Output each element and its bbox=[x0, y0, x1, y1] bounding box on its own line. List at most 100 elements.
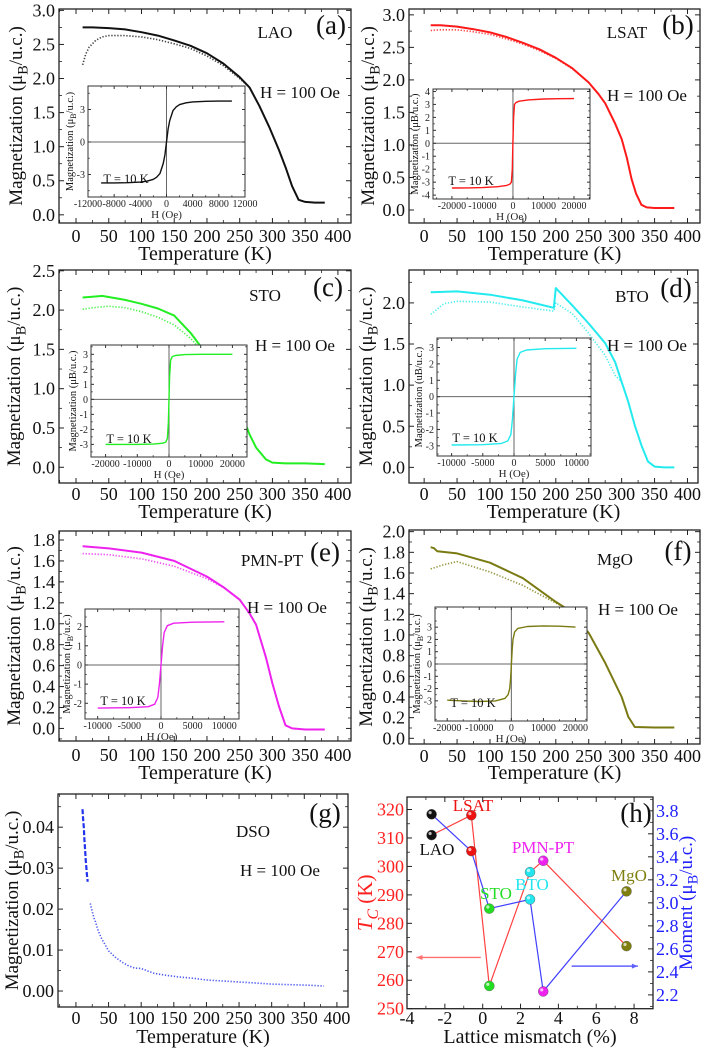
tc-point-sto bbox=[484, 980, 495, 992]
inset-y-tick-label: -1 bbox=[422, 152, 430, 163]
y-tick-label: 1.0 bbox=[33, 137, 56, 157]
inset-y-axis-label: Magnetization (μB/u.c.) bbox=[68, 350, 79, 451]
x-tick-label: 200 bbox=[193, 226, 220, 246]
inset-x-tick-label: 20000 bbox=[561, 201, 586, 212]
inset-y-tick-label: 3 bbox=[83, 350, 88, 361]
x-tick-label: 4 bbox=[554, 1008, 563, 1028]
substrate-label: PMN-PT bbox=[241, 551, 304, 570]
x-tick-label: 400 bbox=[674, 226, 701, 246]
label-text: Magnetization (μB/u.c.) bbox=[68, 350, 79, 451]
curve-solid bbox=[430, 287, 675, 469]
y-tick-label: 0.4 bbox=[33, 677, 56, 697]
moment-point-sto bbox=[484, 903, 495, 914]
label-text: Magnetization (μ bbox=[62, 641, 73, 714]
x-tick-label: 100 bbox=[128, 226, 155, 246]
marker bbox=[621, 940, 632, 952]
marker-highlight bbox=[486, 905, 490, 909]
x-tick-label: 250 bbox=[226, 745, 253, 765]
field-annotation: H = 100 Oe bbox=[607, 336, 687, 355]
y-tick-label: 1.0 bbox=[383, 375, 406, 395]
label-text: Magnetization (μ bbox=[358, 75, 379, 206]
inset-background bbox=[85, 609, 239, 719]
label-subscript: B bbox=[66, 636, 75, 641]
inset-plot: -12000 -8000 -4000 0 4000 8000 12000 -3 0 3 H (Oe)… bbox=[65, 85, 258, 221]
moment-point-bto bbox=[524, 894, 536, 905]
label-text: Magnetization (uB/u.c.) bbox=[414, 346, 425, 447]
y-tick-label: 1.8 bbox=[33, 530, 56, 550]
tc-point-mgo bbox=[621, 940, 632, 952]
panel-label: (d) bbox=[660, 273, 691, 303]
x-tick-label: 300 bbox=[259, 484, 286, 504]
marker-highlight bbox=[468, 847, 472, 852]
y-axis-label: Magnetization (μB/u.c.) bbox=[356, 287, 381, 467]
y-tick-label: 0.02 bbox=[23, 899, 55, 919]
field-annotation: H = 100 Oe bbox=[260, 83, 340, 102]
x-axis-label: Temperature (K) bbox=[138, 243, 272, 265]
inset-temperature-annotation: T = 10 K bbox=[106, 432, 151, 446]
moment-point-lsat bbox=[466, 845, 477, 857]
panel-d: -10000 -5000 0 5000 10000 -3 -2 -1 0 1 2 3 H (Oe) Mag… bbox=[356, 269, 701, 523]
plot-frame bbox=[58, 8, 352, 224]
marker-highlight bbox=[526, 868, 531, 873]
x-tick-label: 400 bbox=[674, 484, 701, 504]
y-tick-label: 3.0 bbox=[383, 5, 406, 25]
inset-y-tick-label: -3 bbox=[77, 170, 85, 181]
y-tick-label: 1.4 bbox=[383, 584, 406, 604]
inset-plot: -10000 -5000 0 5000 10000 -3 -2 -1 0 1 2 3 H (Oe) Mag… bbox=[414, 337, 592, 480]
x-tick-label: 0 bbox=[420, 746, 429, 766]
y-tick-label: 3.0 bbox=[33, 0, 56, 20]
y-tick-label: 0.6 bbox=[33, 656, 56, 676]
marker bbox=[538, 855, 549, 866]
inset-y-tick-label: -3 bbox=[426, 441, 434, 452]
label-text: Moment (μ bbox=[676, 884, 697, 970]
x-tick-label: 250 bbox=[226, 484, 253, 504]
inset-y-tick-label: 3 bbox=[429, 343, 434, 354]
y-axis-label: Magnetization (μB/u.c.) bbox=[4, 546, 29, 726]
inset-y-tick-label: 2 bbox=[77, 622, 82, 633]
inset-y-tick-label: -2 bbox=[424, 684, 432, 695]
inset-y-axis-label: Magnetization (μB/u.c.) bbox=[410, 93, 421, 194]
x-tick-label: 0 bbox=[478, 1008, 487, 1028]
inset-y-tick-label: -1 bbox=[426, 409, 434, 420]
inset-x-tick-label: 0 bbox=[164, 199, 169, 210]
x-axis-label: Temperature (K) bbox=[488, 243, 622, 265]
inset-hysteresis-curve bbox=[105, 353, 233, 446]
tc-point-bto bbox=[524, 866, 536, 878]
inset-y-tick-label: -3 bbox=[80, 440, 88, 451]
label-subscript: B bbox=[685, 875, 701, 885]
x-tick-label: 50 bbox=[100, 1008, 118, 1028]
substrate-label: LAO bbox=[258, 23, 293, 42]
field-annotation: H = 100 Oe bbox=[598, 600, 678, 619]
curve-dotted bbox=[81, 34, 251, 88]
substrate-label: DSO bbox=[236, 822, 270, 841]
inset-y-tick-label: 1 bbox=[429, 376, 434, 387]
y-tick-label: 0.4 bbox=[383, 687, 406, 707]
curve-solid bbox=[82, 545, 325, 731]
marker bbox=[484, 903, 495, 914]
label-subscript: B bbox=[367, 65, 383, 75]
x-tick-label: 300 bbox=[608, 226, 635, 246]
inset-y-tick-label: 3 bbox=[425, 100, 430, 111]
inset-x-tick-label: 5000 bbox=[183, 721, 203, 732]
marker bbox=[538, 986, 549, 997]
x-tick-label: 400 bbox=[674, 746, 701, 766]
inset-y-tick-label: 2 bbox=[83, 365, 88, 376]
inset-y-tick-label: 0 bbox=[77, 660, 82, 671]
panel-label: (g) bbox=[309, 798, 340, 828]
x-tick-label: 100 bbox=[476, 484, 503, 504]
right-y-tick-label: 3.4 bbox=[656, 847, 679, 867]
panel-label: (f) bbox=[665, 536, 692, 566]
label-text: /u.c.) bbox=[4, 546, 25, 585]
panel-label: (e) bbox=[310, 537, 340, 567]
marker bbox=[466, 845, 477, 857]
inset-y-tick-label: 0 bbox=[427, 660, 432, 671]
left-y-tick-label: 300 bbox=[377, 856, 404, 876]
x-tick-label: 150 bbox=[161, 745, 188, 765]
x-tick-label: 300 bbox=[258, 1008, 285, 1028]
marker bbox=[484, 980, 495, 992]
inset-temperature-annotation: T = 10 K bbox=[448, 174, 493, 188]
panel-label: (b) bbox=[662, 10, 693, 40]
label-text: Magnetization (μ bbox=[4, 595, 25, 726]
inset-frame bbox=[84, 608, 240, 720]
inset-x-tick-label: 5000 bbox=[535, 458, 555, 469]
